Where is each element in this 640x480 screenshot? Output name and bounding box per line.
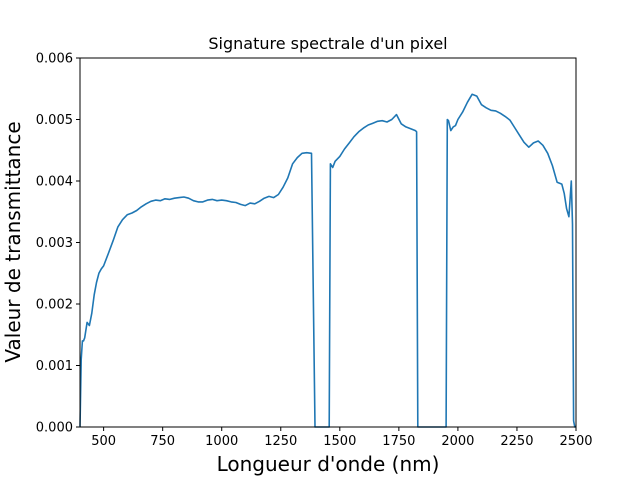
x-tick-label: 2000 [441, 434, 474, 449]
x-axis-label: Longueur d'onde (nm) [217, 452, 440, 476]
y-tick-label: 0.005 [36, 113, 73, 128]
y-ticks: 0.000 0.001 0.002 0.003 0.004 0.005 0.006 [36, 52, 80, 436]
y-tick-label: 0.003 [36, 236, 73, 251]
y-tick-label: 0.004 [36, 175, 73, 190]
y-tick-label: 0.001 [36, 359, 73, 374]
x-tick-label: 1250 [264, 434, 297, 449]
x-tick-label: 2250 [500, 434, 533, 449]
y-axis-label: Valeur de transmittance [1, 121, 25, 362]
x-tick-label: 750 [150, 434, 175, 449]
x-tick-label: 1750 [382, 434, 415, 449]
x-ticks: 500 750 1000 1250 1500 1750 2000 2250 2500 [91, 427, 593, 449]
x-tick-label: 500 [91, 434, 116, 449]
x-tick-label: 1500 [323, 434, 356, 449]
y-tick-label: 0.002 [36, 298, 73, 313]
chart-title: Signature spectrale d'un pixel [208, 34, 447, 53]
x-tick-label: 1000 [205, 434, 238, 449]
series-line [79, 93, 576, 428]
y-tick-label: 0.006 [36, 52, 73, 67]
y-tick-label: 0.000 [36, 421, 73, 436]
x-tick-label: 2500 [559, 434, 592, 449]
plot-frame [79, 57, 577, 428]
